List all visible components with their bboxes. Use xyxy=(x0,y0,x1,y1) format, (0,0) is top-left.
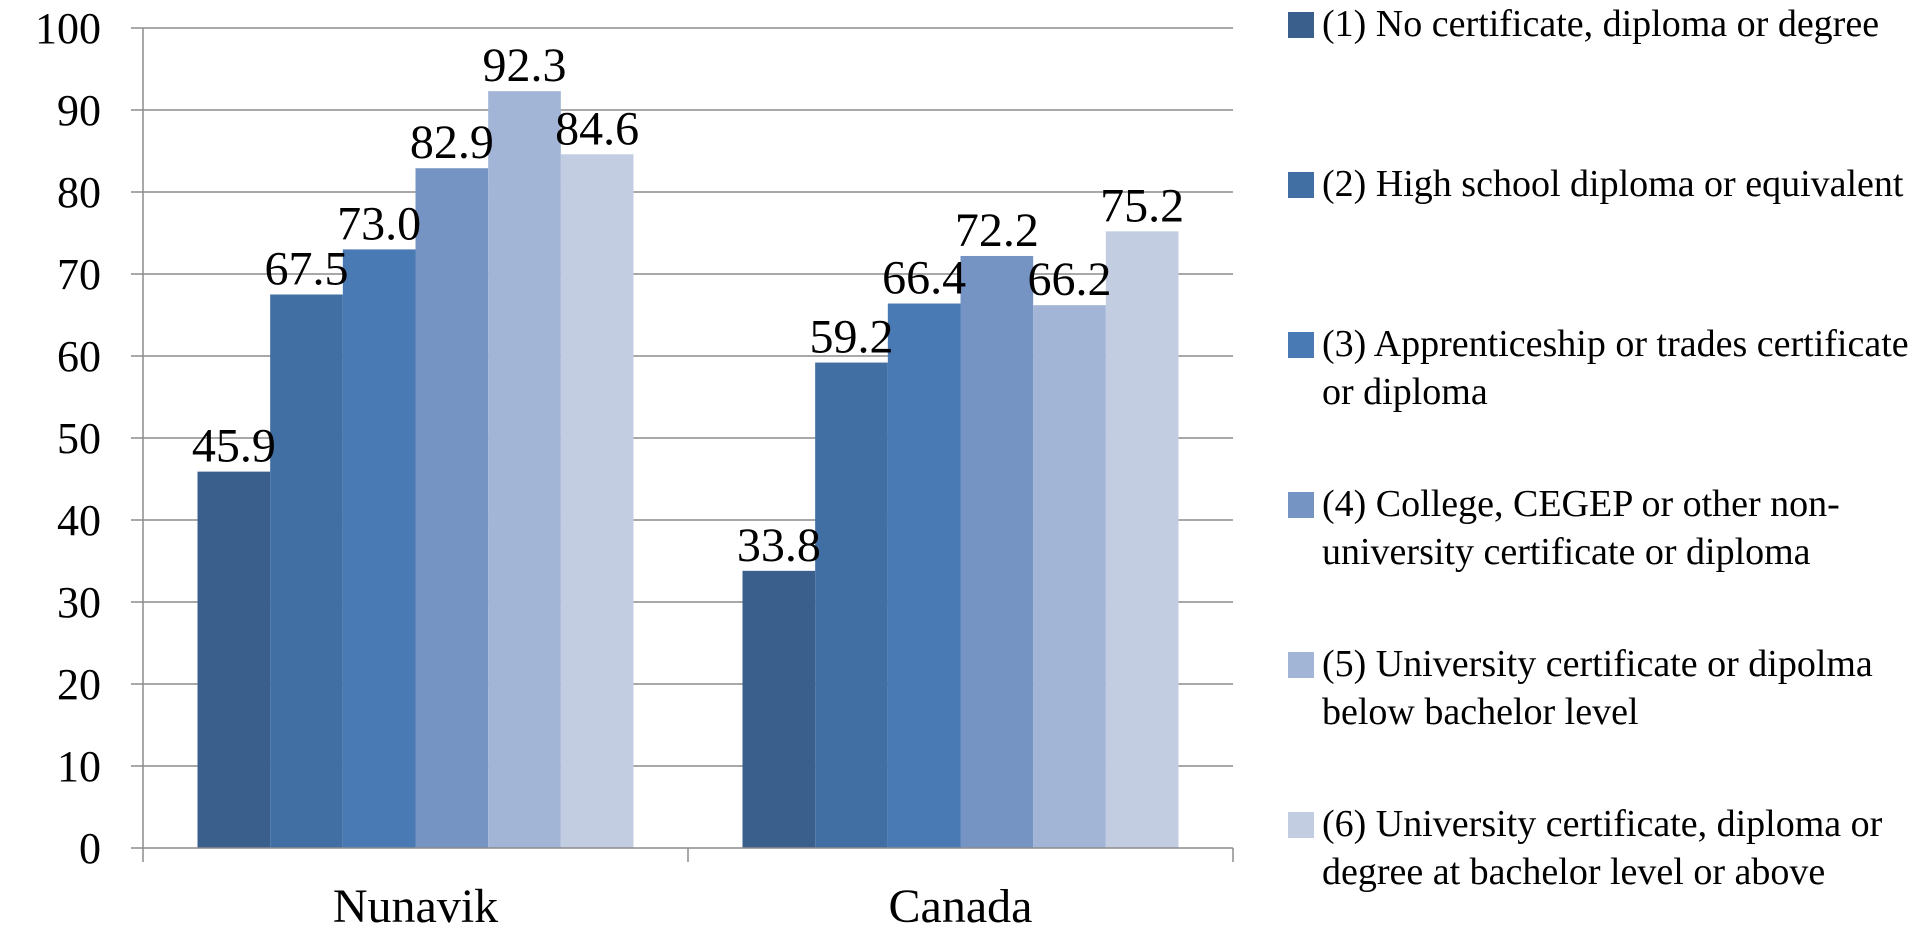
data-label: 82.9 xyxy=(410,116,494,169)
data-label: 67.5 xyxy=(265,243,349,296)
data-label: 73.0 xyxy=(337,197,421,250)
category-labels: Nunavik Canada xyxy=(333,880,1033,933)
legend-label: (6) University certificate, diploma or d… xyxy=(1322,803,1883,893)
bar xyxy=(887,303,961,848)
legend-swatch xyxy=(1288,172,1314,198)
legend-label: (3) Apprenticeship or trades certificate… xyxy=(1322,323,1909,413)
y-tick-label: 80 xyxy=(57,168,101,217)
bar xyxy=(560,154,634,848)
data-label: 92.3 xyxy=(483,39,567,92)
y-tick-label: 60 xyxy=(57,332,101,381)
y-tick-label: 10 xyxy=(57,742,101,791)
legend-swatch xyxy=(1288,492,1314,518)
bars xyxy=(197,91,1179,849)
y-tick-label: 0 xyxy=(79,824,101,873)
y-tick-label: 90 xyxy=(57,86,101,135)
data-label: 66.4 xyxy=(882,252,966,305)
data-label: 59.2 xyxy=(810,311,894,364)
bar xyxy=(415,168,489,849)
axes xyxy=(142,28,1234,862)
bar xyxy=(342,249,416,848)
data-labels: 45.9 67.573.0 82.9 92.3 84.6 33.8 59.2 66.472.2… xyxy=(192,39,1184,572)
legend-swatch xyxy=(1288,812,1314,838)
bar xyxy=(815,362,888,848)
data-label: 45.9 xyxy=(192,420,276,473)
data-label: 72.2 xyxy=(955,204,1039,257)
bar xyxy=(742,570,816,848)
legend-label: (2) High school diploma or equivalent xyxy=(1322,163,1904,205)
legend-swatch xyxy=(1288,652,1314,678)
bar xyxy=(488,91,561,848)
y-tick-labels: 0 10 20 30 40 50 60 70 80 90 100 xyxy=(35,4,101,873)
bar xyxy=(1105,231,1179,849)
y-tick-label: 50 xyxy=(57,414,101,463)
data-label: 84.6 xyxy=(555,102,639,155)
bar xyxy=(270,294,343,848)
data-label: 66.2 xyxy=(1028,253,1112,306)
y-tick-label: 40 xyxy=(57,496,101,545)
legend-label: (5) University certificate or dipolma be… xyxy=(1322,643,1873,733)
legend-label: (4) College, CEGEP or other non-universi… xyxy=(1322,483,1840,573)
y-tick-label: 100 xyxy=(35,4,101,53)
legend-swatch xyxy=(1288,332,1314,358)
data-label: 33.8 xyxy=(737,519,821,572)
bar xyxy=(1033,305,1106,848)
x-category-label: Canada xyxy=(889,880,1033,933)
y-tick-label: 70 xyxy=(57,250,101,299)
data-label: 75.2 xyxy=(1100,179,1184,232)
legend-label: (1) No certificate, diploma or degree xyxy=(1322,3,1880,45)
x-category-label: Nunavik xyxy=(333,880,498,933)
legend-swatch xyxy=(1288,12,1314,38)
bar xyxy=(960,255,1034,848)
bar xyxy=(197,471,271,848)
y-tick-label: 30 xyxy=(57,578,101,627)
y-tick-label: 20 xyxy=(57,660,101,709)
